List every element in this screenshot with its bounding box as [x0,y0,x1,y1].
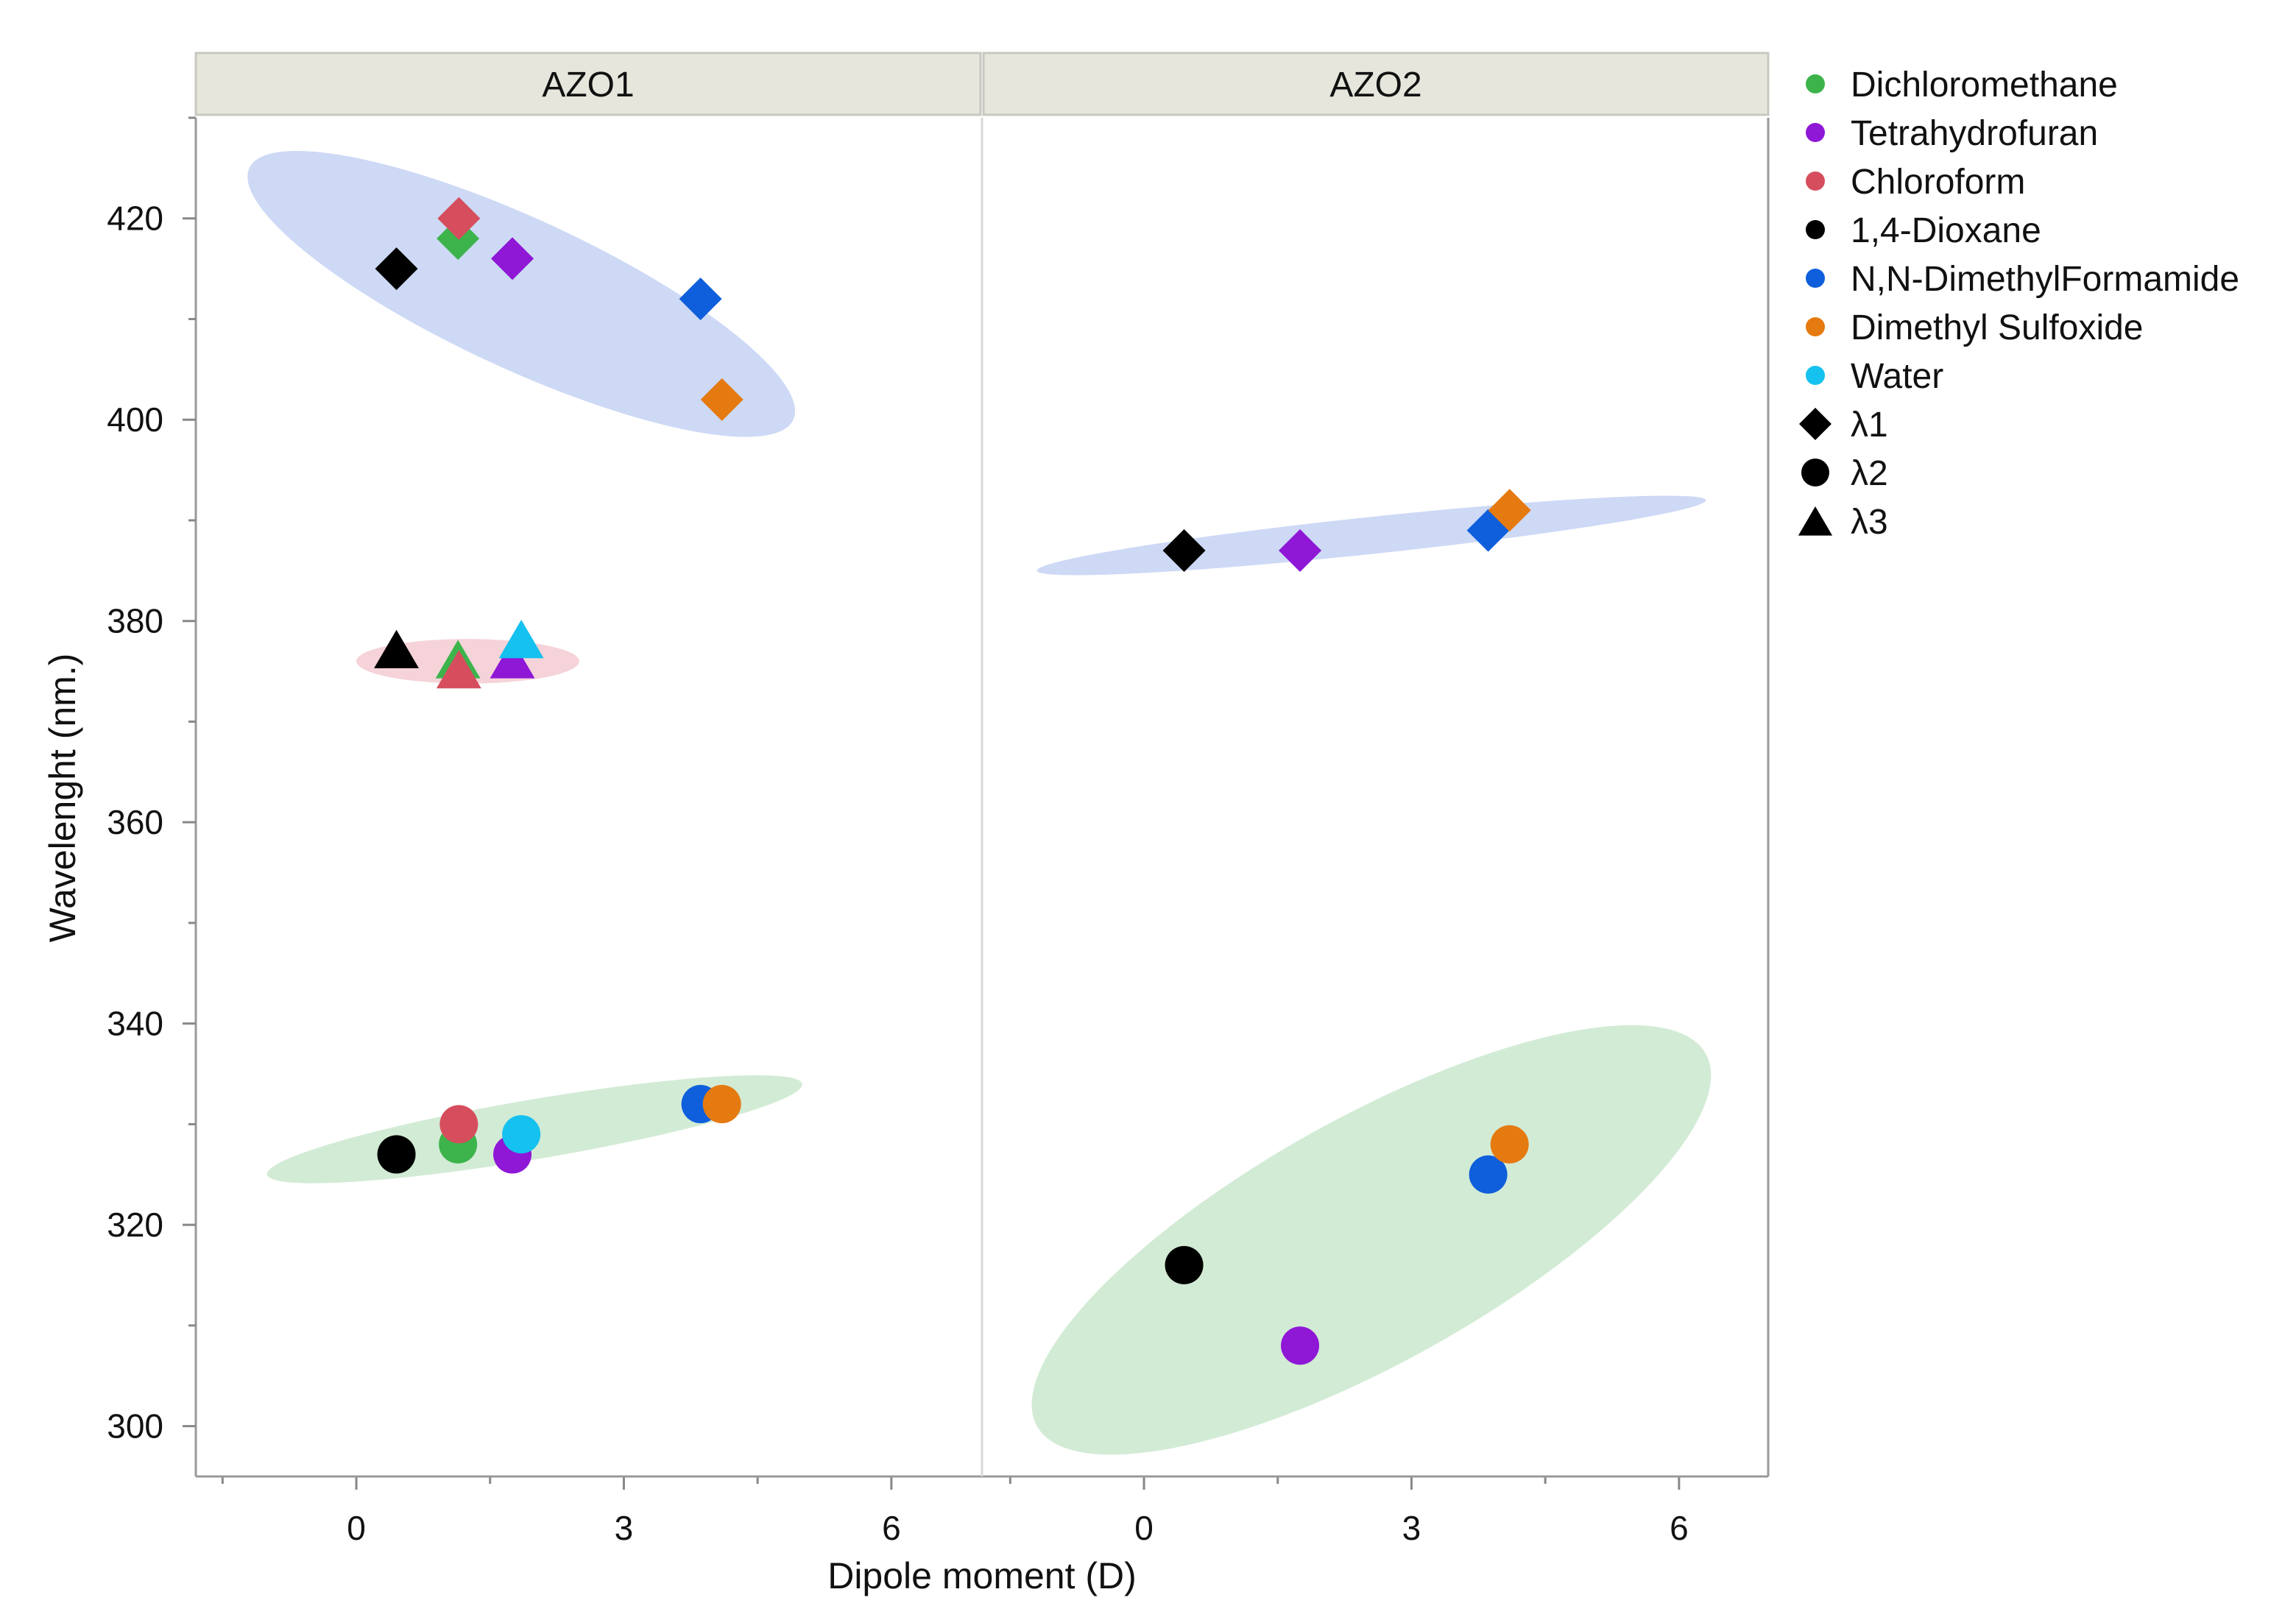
point-lambda3 [498,620,544,659]
legend-label: Chloroform [1851,163,2025,202]
legend-item: Tetrahydrofuran [1806,114,2098,153]
x-tick-label: 3 [615,1509,634,1547]
legend-item: λ3 [1798,503,1888,542]
legend-label: N,N-DimethylFormamide [1851,260,2239,299]
legend-label: λ2 [1851,454,1888,493]
point-lambda1 [1162,528,1206,572]
point-lambda1 [700,378,743,421]
panel-strip-label: AZO2 [1329,66,1421,105]
legend-dot-icon [1806,74,1825,93]
point-lambda1 [1488,489,1531,532]
legend-diamond-icon [1799,408,1831,440]
x-tick-label: 6 [1670,1509,1689,1547]
panel-strip-label: AZO1 [542,66,634,105]
legend-label: Dichloromethane [1851,66,2118,105]
point-lambda2 [502,1115,541,1154]
point-lambda1 [491,237,534,280]
legend-item: λ2 [1801,454,1888,493]
point-lambda2 [1469,1155,1508,1194]
legend-label: Dimethyl Sulfoxide [1851,308,2144,347]
point-lambda2 [377,1135,416,1174]
legend-label: Tetrahydrofuran [1851,114,2098,153]
y-tick-label: 380 [107,602,163,640]
panel-azo2: AZO2 [982,52,1770,1455]
legend-label: λ1 [1851,406,1888,445]
point-lambda2 [439,1105,478,1144]
point-lambda1 [679,277,722,321]
legend-dot-icon [1806,220,1825,239]
y-tick-label: 320 [107,1206,163,1244]
point-lambda2 [1165,1245,1204,1284]
ellipse-lambda2 [1031,1025,1712,1455]
legend-dot-icon [1806,317,1825,336]
legend-dot-icon [1806,171,1825,191]
point-lambda1 [1279,528,1322,572]
y-axis-label: Wavelenght (nm.) [42,654,83,943]
point-lambda3 [436,650,481,689]
legend-item: Water [1806,357,1943,396]
panel-strip [982,52,1770,116]
x-tick-label: 3 [1402,1509,1421,1547]
point-lambda2 [702,1085,741,1124]
legend-triangle-icon [1798,506,1833,536]
legend-dot-icon [1806,123,1825,142]
point-lambda1 [437,197,481,240]
panels: AZO1 AZO2 [194,52,1770,1455]
legend-circle-icon [1801,459,1829,487]
point-lambda3 [374,629,420,668]
legend-label: Water [1851,357,1943,396]
legend-dot-icon [1806,366,1825,385]
point-lambda1 [375,247,418,291]
legend-item: Dimethyl Sulfoxide [1806,308,2144,347]
x-tick-label: 6 [882,1509,901,1547]
x-tick-label: 0 [1134,1509,1154,1547]
panel-strip [194,52,982,116]
panel-azo1: AZO1 [194,52,982,1184]
point-lambda2 [1281,1326,1320,1365]
legend-item: λ1 [1799,406,1888,445]
legend: Dichloromethane Tetrahydrofuran Chloroform… [1798,66,2239,542]
y-tick-label: 340 [107,1005,163,1043]
legend-item: Chloroform [1806,163,2025,202]
y-tick-label: 420 [107,199,163,238]
legend-dot-icon [1806,269,1825,288]
legend-item: 1,4-Dioxane [1806,211,2041,250]
y-tick-label: 400 [107,400,163,439]
legend-item: Dichloromethane [1806,66,2118,105]
legend-label: λ3 [1851,503,1888,542]
legend-label: 1,4-Dioxane [1851,211,2041,250]
x-axis-label: Dipole moment (D) [827,1555,1137,1596]
x-tick-label: 0 [347,1509,366,1547]
y-tick-label: 360 [107,803,163,841]
legend-item: N,N-DimethylFormamide [1806,260,2239,299]
y-tick-label: 300 [107,1407,163,1446]
ellipse-lambda1 [247,151,796,437]
point-lambda2 [1490,1125,1529,1164]
point-lambda3 [490,640,535,679]
ellipse-lambda1 [1036,495,1706,576]
